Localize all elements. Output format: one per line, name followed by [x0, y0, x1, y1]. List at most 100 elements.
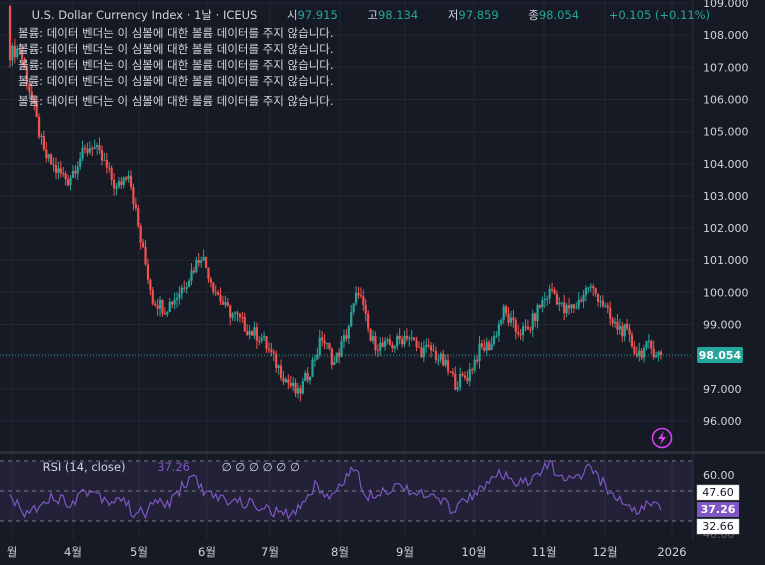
candle-body: [536, 305, 539, 322]
candle-body: [66, 179, 70, 186]
candle-body: [393, 346, 396, 349]
candle-body: [185, 286, 188, 289]
candle-body: [30, 91, 33, 99]
candle-body: [609, 307, 612, 319]
time-tick-label: 9월: [396, 545, 414, 559]
time-tick-label: 4월: [64, 545, 82, 559]
pane-separator[interactable]: [0, 451, 765, 454]
candle-body: [57, 168, 60, 173]
candle-body: [497, 324, 500, 336]
candle-body: [456, 387, 459, 390]
candle-body: [42, 136, 45, 150]
volume-note: 볼륨: 데이터 벤더는 이 심볼에 대한 볼륨 데이터를 주지 않습니다.: [18, 74, 334, 88]
candle-body: [134, 204, 137, 209]
candle-body: [611, 318, 614, 324]
candle-body: [650, 340, 653, 349]
rsi-axis-60: 60.00: [703, 469, 735, 482]
candle-body: [142, 242, 145, 248]
candle-body: [652, 348, 655, 358]
rsi-placeholders: ∅ ∅ ∅ ∅ ∅ ∅: [222, 460, 300, 474]
price-tick-label: 97.000: [703, 383, 742, 396]
candle-body: [371, 336, 375, 341]
candle-body: [345, 335, 348, 339]
candle-body: [187, 280, 191, 287]
high-value: 98.134: [378, 8, 418, 22]
rsi-legend[interactable]: RSI (14, close) 37.26 ∅ ∅ ∅ ∅ ∅ ∅: [17, 460, 318, 474]
candle-body: [454, 373, 457, 390]
time-tick-label: 7월: [261, 545, 279, 559]
time-tick-label: 5월: [130, 545, 148, 559]
candle-body: [354, 292, 358, 304]
candle-body: [451, 371, 454, 374]
candle-body: [439, 353, 442, 360]
candle-body: [200, 260, 203, 263]
candle-body: [335, 352, 338, 363]
candle-body: [137, 208, 140, 227]
candle-body: [548, 288, 551, 299]
candle-body: [59, 168, 62, 174]
price-tick-label: 99.000: [703, 319, 742, 332]
candle-body: [207, 267, 210, 280]
candle-body: [23, 58, 26, 67]
candle-body: [655, 355, 658, 358]
open-value: 97.915: [298, 8, 338, 22]
candle-body: [168, 301, 171, 313]
candle-body: [146, 264, 150, 280]
candle-body: [517, 332, 520, 335]
candle-body: [495, 335, 498, 337]
svg-text:U.S. Dollar Currency Index · 1: U.S. Dollar Currency Index · 1날 · ICEUS …: [6, 8, 728, 22]
candle-body: [204, 256, 208, 268]
candle-body: [613, 321, 617, 324]
candle-body: [575, 307, 578, 309]
candle-body: [567, 305, 571, 309]
time-tick-label: 12월: [592, 545, 617, 559]
volume-notes: 볼륨: 데이터 벤더는 이 심볼에 대한 볼륨 데이터를 주지 않습니다. 볼륨…: [18, 26, 334, 108]
symbol-legend[interactable]: U.S. Dollar Currency Index · 1날 · ICEUS …: [6, 8, 728, 22]
candle-body: [263, 336, 266, 338]
high-label: 고: [367, 8, 378, 22]
candle-body: [304, 372, 307, 382]
candle-body: [565, 305, 568, 314]
candle-body: [376, 350, 379, 352]
candle-body: [180, 287, 183, 294]
volume-note: 볼륨: 데이터 벤더는 이 심볼에 대한 볼륨 데이터를 주지 않습니다.: [18, 26, 334, 40]
time-tick-label: 2026: [657, 545, 686, 559]
candle-body: [444, 360, 447, 366]
candle-body: [16, 48, 19, 57]
candle-body: [50, 154, 53, 165]
candle-body: [62, 173, 65, 175]
candle-body: [120, 181, 123, 185]
candle-body: [96, 145, 99, 148]
candle-body: [154, 303, 157, 306]
price-tick-label: 100.000: [703, 286, 749, 299]
candle-body: [323, 340, 326, 344]
candle-body: [202, 256, 205, 261]
svg-text:RSI (14, close) 37.26: RSI (14, close) 37.26 ∅ ∅ ∅ ∅ ∅ ∅: [17, 460, 318, 474]
candle-body: [618, 326, 621, 330]
candle-body: [558, 302, 561, 305]
candle-body: [88, 148, 91, 153]
candle-body: [473, 359, 476, 371]
close-value: 98.054: [539, 8, 579, 22]
candle-body: [374, 336, 377, 351]
candle-body: [480, 343, 484, 348]
rsi-badge-upper-value: 47.60: [702, 486, 734, 499]
price-tick-label: 105.000: [703, 126, 749, 139]
candle-body: [478, 343, 481, 362]
candle-body: [541, 300, 544, 308]
price-tick-label: 108.000: [703, 29, 749, 42]
candle-body: [144, 247, 147, 265]
candle-body: [33, 98, 36, 104]
candle-body: [475, 359, 479, 362]
candle-body: [25, 66, 29, 84]
lightning-icon[interactable]: [651, 427, 673, 449]
time-axis[interactable]: 월 4월 5월 6월 7월 8월 9월 10월 11월 12월 2026: [7, 545, 687, 559]
candle-body: [108, 167, 111, 169]
price-axis[interactable]: 109.000 108.000 107.000 106.000 105.000 104.0…: [703, 0, 749, 428]
candle-body: [105, 159, 108, 168]
candle-body: [83, 147, 87, 149]
candle-body: [534, 313, 537, 322]
candle-body: [553, 289, 556, 294]
candle-body: [161, 300, 164, 314]
